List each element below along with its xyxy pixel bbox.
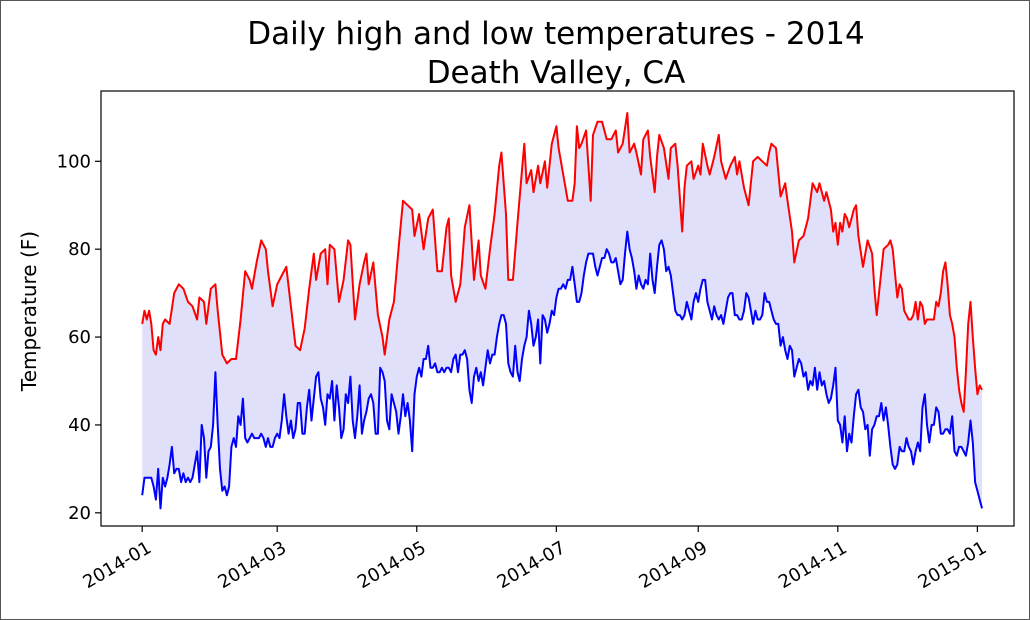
x-tick-label: 2014-11 bbox=[775, 537, 851, 593]
x-tick-label: 2014-01 bbox=[79, 537, 155, 593]
y-tick-label: 60 bbox=[68, 327, 91, 348]
plot-frame bbox=[100, 90, 1015, 527]
plot-area: 20 40 60 80 100 2014-01 2014-03 2014-05 2014-07 2… bbox=[57, 90, 1015, 593]
x-tick-label: 2014-05 bbox=[354, 537, 430, 593]
y-tick-label: 100 bbox=[57, 151, 91, 172]
chart-subtitle: Death Valley, CA bbox=[427, 55, 686, 91]
series-line-high bbox=[141, 112, 983, 413]
series-line-low bbox=[141, 230, 983, 510]
x-tick-label: 2014-03 bbox=[214, 537, 290, 593]
y-tick-label: 20 bbox=[68, 503, 91, 524]
x-tick-label: 2014-09 bbox=[635, 537, 711, 593]
y-axis-label: Temperature (F) bbox=[17, 231, 41, 392]
x-tick-label: 2015-01 bbox=[915, 537, 991, 593]
y-tick-label: 40 bbox=[68, 415, 91, 436]
chart-title: Daily high and low temperatures - 2014 bbox=[247, 16, 865, 52]
x-tick-label: 2014-07 bbox=[494, 537, 570, 593]
y-tick-label: 80 bbox=[68, 239, 91, 260]
